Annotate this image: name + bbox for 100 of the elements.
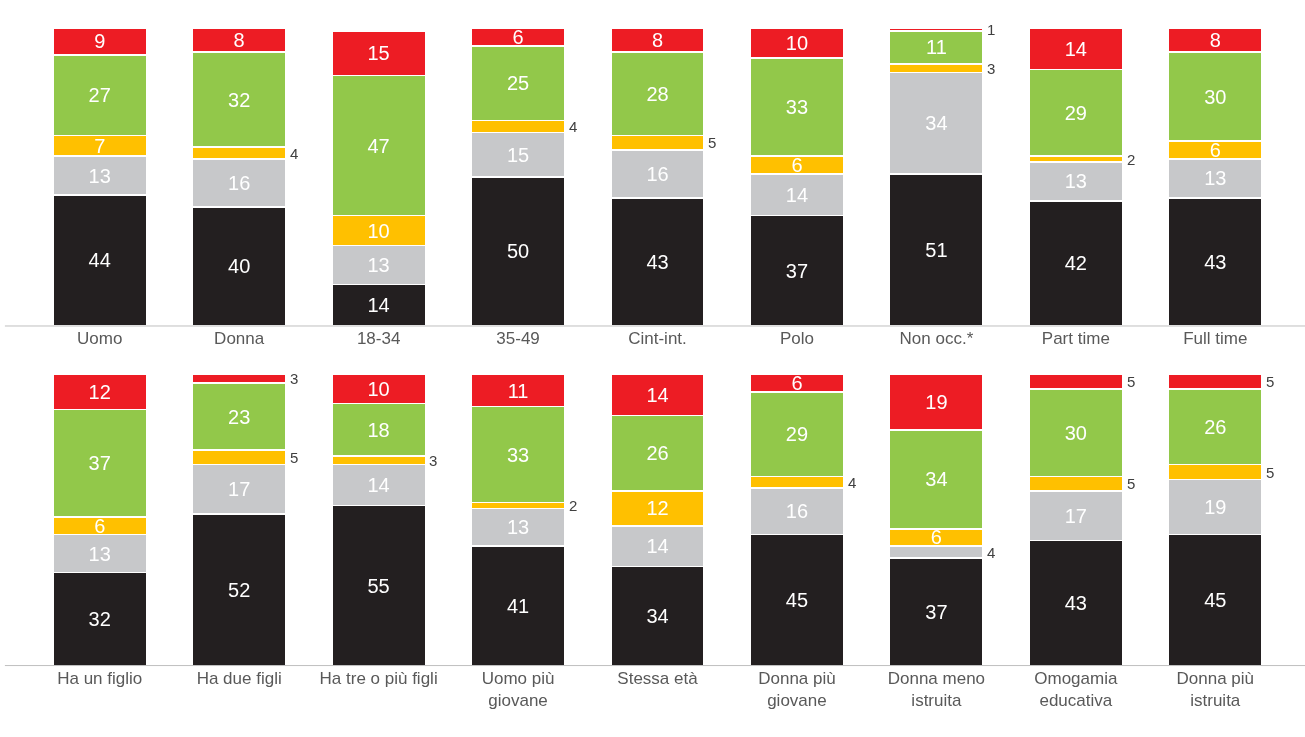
data-label: 44 [88,249,111,272]
data-label: 16 [228,171,251,194]
data-label: 34 [646,605,669,628]
data-label: 52 [228,578,251,601]
data-label: 9 [94,30,106,53]
data-label: 25 [506,72,530,95]
data-label: 41 [506,594,530,617]
data-label: 30 [1064,421,1087,444]
data-label: 7 [94,134,106,157]
data-label: 14 [646,383,669,406]
data-label: 45 [785,589,809,612]
data-label: 13 [1064,170,1087,193]
x-tick-label: Polo [779,328,814,348]
data-label: 2 [569,497,578,514]
data-label: 5 [290,449,299,466]
data-label: 43 [1064,591,1087,614]
x-tick-label: Part time [1041,328,1110,348]
data-label: 13 [88,542,111,565]
data-label: 37 [785,259,809,282]
data-label: 37 [88,452,111,475]
x-tick-label: Ha tre o più figli [319,668,438,688]
data-label: 28 [646,82,669,105]
x-tick-label: Donna più istruita [1176,668,1255,710]
data-label: 14 [367,474,390,497]
data-label: 42 [1064,252,1087,275]
data-label: 12 [88,380,111,403]
data-label: 13 [506,516,530,539]
data-label: 6 [791,154,803,177]
x-tick-label: Stessa età [617,668,699,688]
x-tick-label: Donna [214,328,265,348]
data-label: 14 [646,535,669,558]
x-tick-label: Ha un figlio [57,668,143,688]
x-tick-label: Donna meno istruita [887,668,986,710]
data-label: 19 [1204,495,1227,518]
data-label: 51 [925,239,948,262]
data-label: 29 [1064,101,1087,124]
data-label: 5 [1127,475,1136,492]
x-tick-label: Cint-int. [628,328,687,348]
data-label: 12 [646,497,669,520]
x-tick-label: Donna più giovane [758,668,836,710]
data-label: 43 [646,250,669,273]
data-label: 37 [925,600,948,623]
data-label: 3 [429,452,438,469]
data-label: 4 [569,118,578,135]
data-label: 18 [367,418,390,441]
x-tick-label: Uomo [77,328,123,348]
data-label: 5 [1266,464,1275,481]
data-label: 15 [506,143,530,166]
data-label: 50 [506,240,530,263]
x-tick-label: Non occ.* [899,328,974,348]
data-label: 5 [708,134,717,151]
data-label: 26 [646,442,669,465]
data-label: 47 [367,134,390,157]
data-label: 6 [94,514,106,537]
data-label: 13 [1204,167,1227,190]
x-tick-label: Omogamia educativa [1034,668,1118,710]
data-label: 3 [987,60,996,77]
data-label: 55 [367,574,390,597]
x-tick-label: Ha due figli [196,668,282,688]
data-label: 15 [367,42,390,65]
data-label: 33 [506,443,530,466]
data-label: 6 [512,25,524,48]
data-label: 8 [233,28,245,51]
data-label: 11 [926,36,947,59]
data-label: 6 [791,372,803,395]
data-label: 13 [88,164,111,187]
x-tick-label: 35-49 [496,328,540,348]
data-label: 4 [290,145,299,162]
data-label: 29 [785,423,809,446]
data-label: 14 [785,183,809,206]
data-label: 5 [1266,373,1275,390]
data-label: 40 [228,255,251,278]
data-label: 8 [1209,28,1221,51]
x-tick-label: Full time [1183,328,1248,348]
data-label: 13 [367,253,390,276]
data-label: 32 [228,88,251,111]
x-tick-label: Uomo più giovane [481,668,555,710]
data-label: 23 [228,405,251,428]
data-label: 10 [367,219,390,242]
data-label: 10 [785,31,809,54]
data-label: 2 [1127,151,1136,168]
data-label: 10 [367,378,390,401]
data-label: 11 [507,379,529,402]
data-label: 6 [1209,139,1221,162]
data-label: 4 [987,544,996,561]
data-label: 14 [367,294,390,317]
data-label: 3 [290,370,299,387]
data-label: 32 [88,607,111,630]
data-label: 19 [925,391,948,414]
data-label: 45 [1204,589,1227,612]
data-label: 34 [925,468,948,491]
data-label: 17 [228,478,251,501]
data-label: 1 [987,21,996,38]
data-label: 26 [1204,415,1227,438]
data-label: 6 [930,526,942,549]
data-label: 30 [1204,85,1227,108]
data-label: 16 [646,163,669,186]
data-label: 34 [925,112,948,135]
data-label: 8 [651,28,664,51]
data-label: 4 [848,474,857,491]
